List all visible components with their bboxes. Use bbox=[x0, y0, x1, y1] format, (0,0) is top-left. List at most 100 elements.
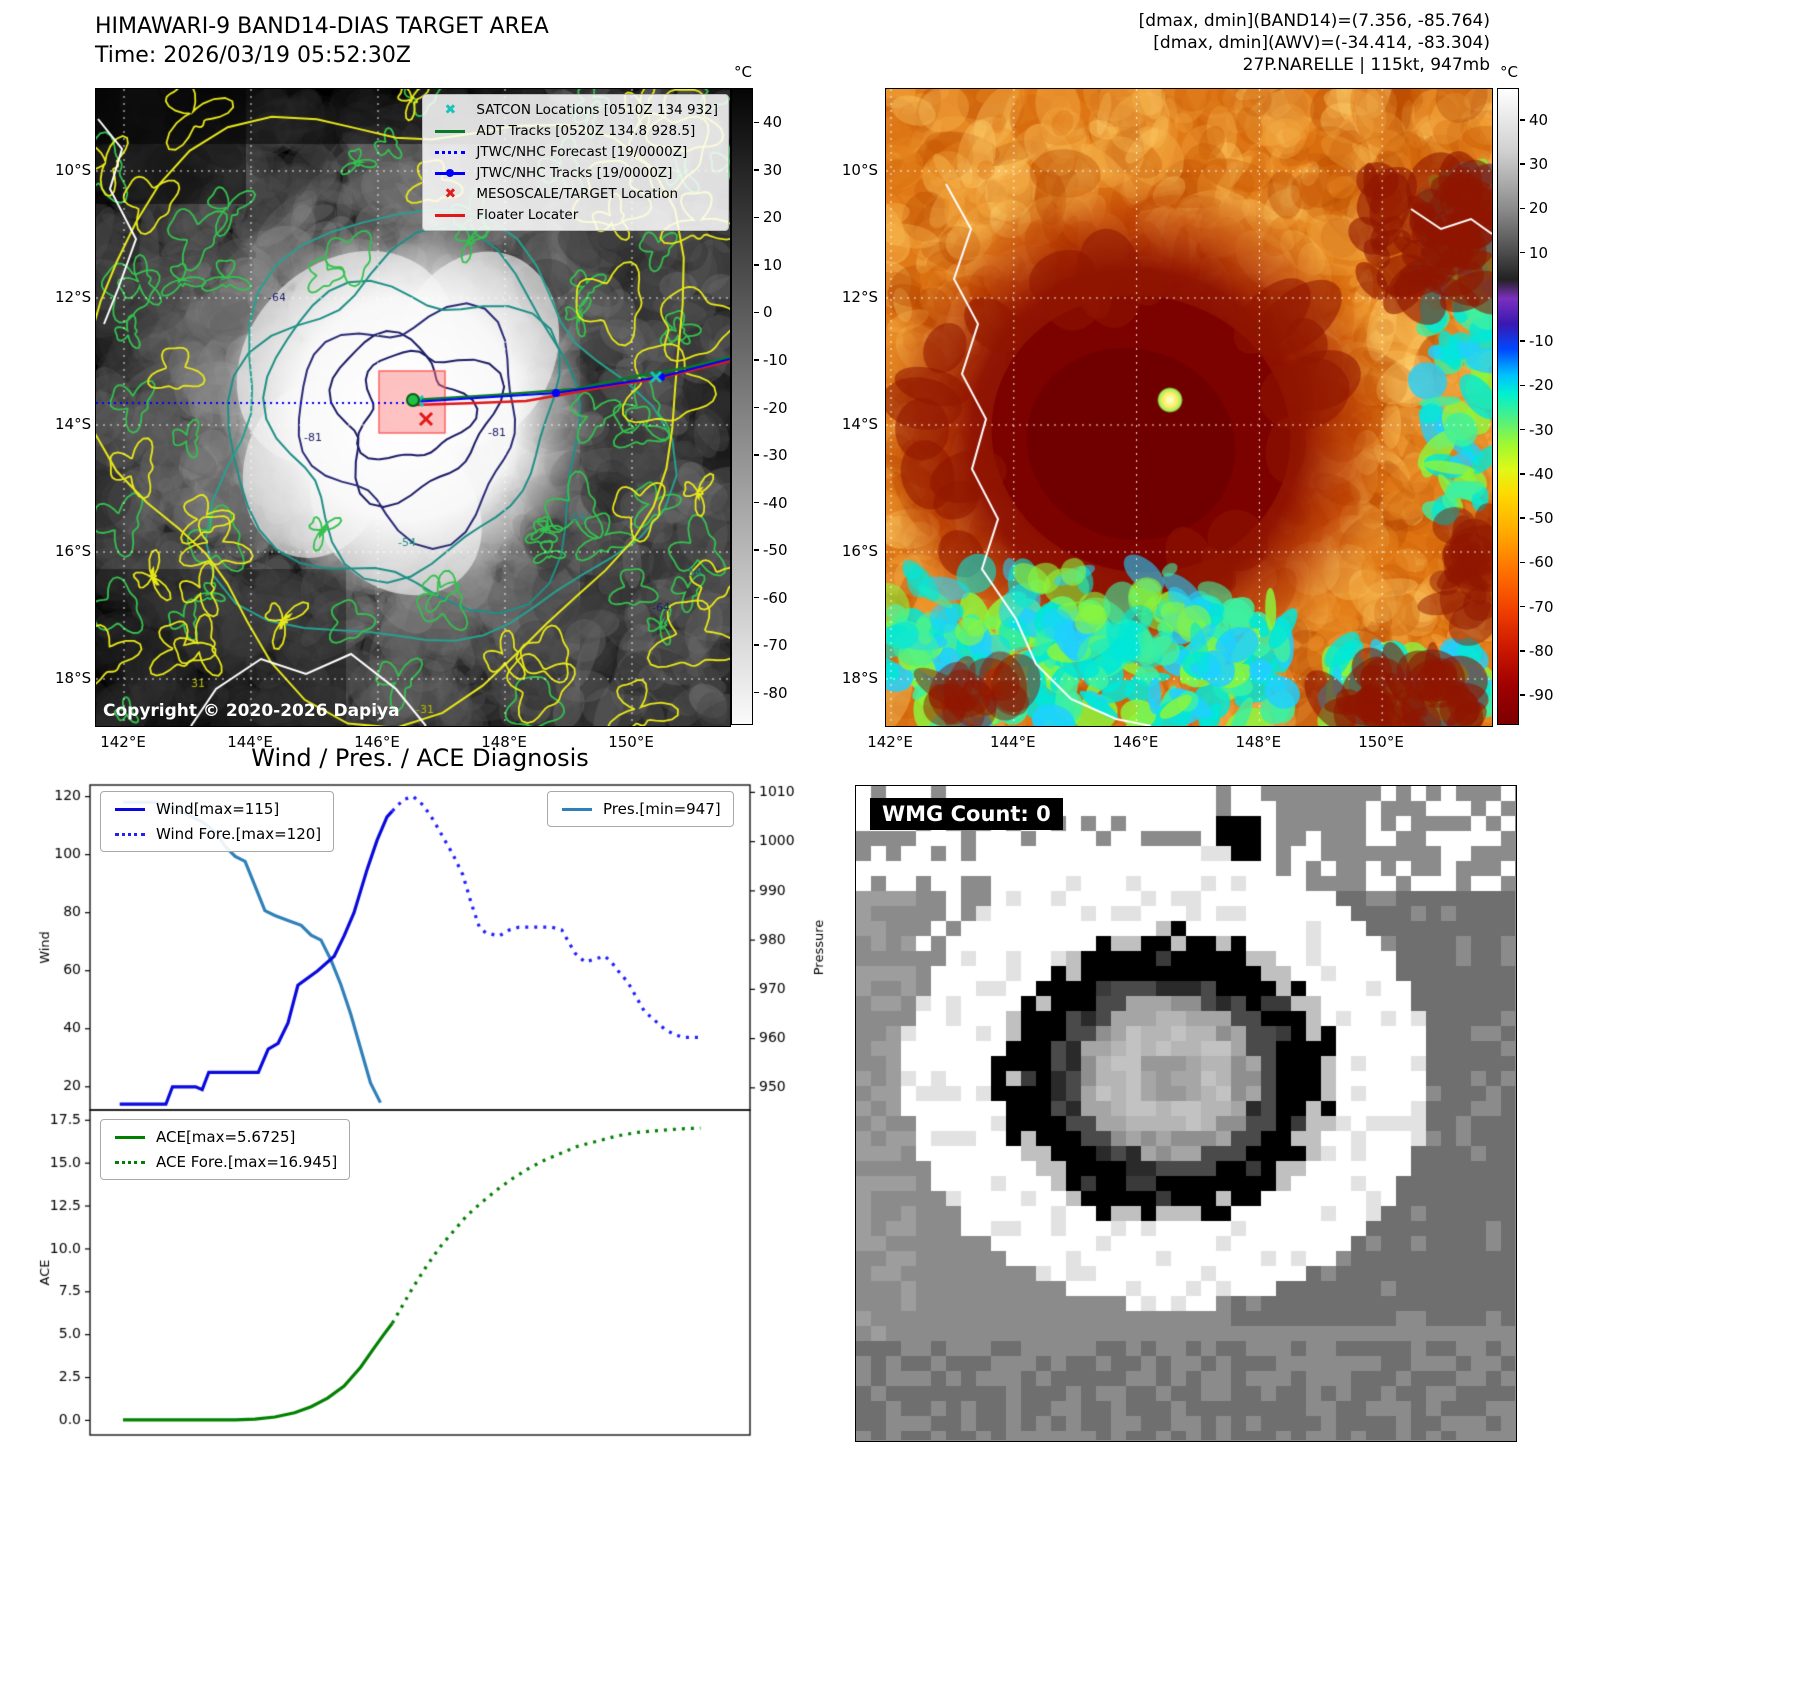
colorbar-tick-label: 20 bbox=[763, 208, 783, 227]
colorbar-tickmark bbox=[1520, 251, 1525, 254]
line-marker-icon bbox=[433, 213, 467, 217]
colorbar-tickmark bbox=[754, 596, 759, 599]
colorbar-tickmark bbox=[1520, 605, 1525, 608]
colorbar-tick-label: -30 bbox=[1529, 420, 1554, 439]
colorbar-tick-label: -10 bbox=[763, 350, 788, 369]
band14-panel-header: HIMAWARI-9 BAND14-DIAS TARGET AREA Time:… bbox=[95, 12, 549, 70]
colorbar-tickmark bbox=[1520, 340, 1525, 342]
legend-item-label: JTWC/NHC Tracks [19/0000Z] bbox=[476, 165, 673, 181]
colorbar-tickmark bbox=[1520, 207, 1525, 210]
panel-time: Time: 2026/03/19 05:52:30Z bbox=[95, 43, 411, 68]
line-marker-icon bbox=[433, 129, 467, 133]
legend-item-label: ACE[max=5.6725] bbox=[156, 1128, 296, 1146]
colorbar-tick-label: -40 bbox=[1529, 464, 1554, 483]
lat-tick-label: 10°S bbox=[841, 161, 878, 179]
colorbar-tick-label: -90 bbox=[1529, 686, 1554, 705]
wmg-pixel-image bbox=[856, 786, 1515, 1440]
colorbar-tick-label: -50 bbox=[1529, 509, 1554, 528]
colorbar-tick-label: 30 bbox=[763, 160, 783, 179]
colorbar-tick-label: 40 bbox=[763, 113, 783, 132]
lon-tick-label: 146°E bbox=[354, 733, 400, 751]
colorbar-tick-label: -30 bbox=[763, 446, 788, 465]
lat-tick-label: 16°S bbox=[55, 542, 92, 560]
legend-item: Wind[max=115] bbox=[113, 800, 321, 818]
legend-item: Pres.[min=947] bbox=[560, 800, 721, 818]
dmax-dmin-awv: [dmax, dmin](AWV)=(-34.414, -83.304) bbox=[1153, 33, 1490, 53]
lat-tick-label: 12°S bbox=[841, 288, 878, 306]
legend-item-label: ADT Tracks [0520Z 134.8 928.5] bbox=[476, 123, 696, 139]
colorbar-tick-label: 10 bbox=[1529, 243, 1549, 262]
lon-tick-label: 142°E bbox=[100, 733, 146, 751]
colorbar-tickmark bbox=[1520, 694, 1525, 696]
colorbar-tickmark bbox=[754, 264, 759, 266]
x-marker-icon: ✖ bbox=[444, 186, 457, 202]
lon-tick-label: 150°E bbox=[1358, 733, 1404, 751]
legend-item: ACE Fore.[max=16.945] bbox=[113, 1153, 337, 1171]
line-marker-icon bbox=[113, 807, 147, 811]
wind-legend: Wind[max=115] Wind Fore.[max=120] bbox=[100, 791, 335, 852]
lat-tick-label: 18°S bbox=[841, 669, 878, 687]
colorbar-tickmark bbox=[1520, 517, 1525, 519]
legend-item: ✖ MESOSCALE/TARGET Location bbox=[433, 186, 718, 202]
colorbar-tick-label: 30 bbox=[1529, 155, 1549, 174]
colorbar-tick-label: -70 bbox=[763, 636, 788, 655]
band14-colorbar: °C 40 30 20 10 0 -10 -20 -30 -40 -50 -60 -70 -80 bbox=[731, 63, 788, 725]
storm-info: [dmax, dmin](BAND14)=(7.356, -85.764) [d… bbox=[1139, 10, 1490, 76]
legend-item: ADT Tracks [0520Z 134.8 928.5] bbox=[433, 123, 718, 139]
wmg-panel: WMG Count: 0 bbox=[855, 785, 1517, 1442]
lat-tick-label: 18°S bbox=[55, 669, 92, 687]
lon-tick-label: 142°E bbox=[867, 733, 913, 751]
colorbar-tickmark bbox=[1520, 163, 1525, 165]
panel-title: HIMAWARI-9 BAND14-DIAS TARGET AREA bbox=[95, 14, 549, 39]
colorbar-tickmark bbox=[754, 691, 759, 694]
storm-name-intensity: 27P.NARELLE | 115kt, 947mb bbox=[1242, 55, 1490, 75]
awv-satellite-image bbox=[885, 88, 1493, 727]
legend-item-label: Floater Locater bbox=[476, 207, 579, 223]
colorbar-tick-label: -20 bbox=[763, 398, 788, 417]
colorbar-tickmark bbox=[754, 406, 759, 409]
line-marker-icon bbox=[113, 1160, 147, 1164]
line-marker-icon bbox=[560, 807, 594, 811]
legend-item: Wind Fore.[max=120] bbox=[113, 825, 321, 843]
legend-item-label: SATCON Locations [0510Z 134 932] bbox=[476, 102, 718, 118]
colorbar-tick-label: -50 bbox=[763, 541, 788, 560]
legend-item: ✖ SATCON Locations [0510Z 134 932] bbox=[433, 102, 718, 118]
colorbar-tickmark bbox=[1520, 650, 1525, 652]
colorbar-tick-label: -20 bbox=[1529, 376, 1554, 395]
map-legend: ✖ SATCON Locations [0510Z 134 932] ADT Tra… bbox=[422, 94, 729, 231]
band14-map-panel: ✖ SATCON Locations [0510Z 134 932] ADT Tra… bbox=[55, 88, 755, 760]
lon-tick-label: 144°E bbox=[989, 733, 1036, 751]
legend-item-label: MESOSCALE/TARGET Location bbox=[476, 186, 679, 202]
colorbar-tick-label: -70 bbox=[1529, 597, 1554, 616]
colorbar-tick-label: -80 bbox=[763, 683, 788, 702]
colorbar-tickmark bbox=[754, 359, 759, 361]
colorbar-tickmark bbox=[754, 216, 759, 219]
lat-tick-label: 14°S bbox=[55, 415, 92, 433]
awv-colorbar: °C 40 30 20 10 -10 -20 -30 -40 -50 -60 -70 -80 -90 bbox=[1497, 63, 1554, 725]
colorbar-tickmark bbox=[1520, 561, 1525, 564]
lat-tick-label: 16°S bbox=[841, 542, 878, 560]
colorbar-tick-label: -60 bbox=[1529, 553, 1554, 572]
colorbar-tick-label: -10 bbox=[1529, 332, 1554, 351]
legend-item-label: Pres.[min=947] bbox=[603, 800, 721, 818]
colorbar-tickmark bbox=[754, 501, 759, 504]
colorbar-tickmark bbox=[1520, 119, 1525, 121]
lon-tick-label: 146°E bbox=[1112, 733, 1159, 751]
colorbar-unit-left: °C bbox=[734, 63, 752, 81]
legend-item: JTWC/NHC Forecast [19/0000Z] bbox=[433, 144, 718, 160]
lon-tick-label: 148°E bbox=[1235, 733, 1282, 751]
colorbar-tick-label: 20 bbox=[1529, 199, 1549, 218]
colorbar-tickmark bbox=[754, 549, 759, 551]
copyright-text: Copyright © 2020-2026 Dapiya bbox=[103, 701, 400, 721]
line-marker-icon bbox=[433, 169, 467, 177]
line-marker-icon bbox=[433, 150, 467, 154]
x-marker-icon: ✖ bbox=[444, 102, 457, 118]
lon-tick-label: 148°E bbox=[481, 733, 527, 751]
colorbar-tick-label: 0 bbox=[763, 303, 773, 322]
line-marker-icon bbox=[113, 832, 147, 836]
line-marker-icon bbox=[113, 1135, 147, 1139]
awv-colorbar-gradient bbox=[1498, 89, 1518, 724]
colorbar-tickmark bbox=[1520, 384, 1525, 387]
colorbar-tickmark bbox=[754, 311, 759, 314]
